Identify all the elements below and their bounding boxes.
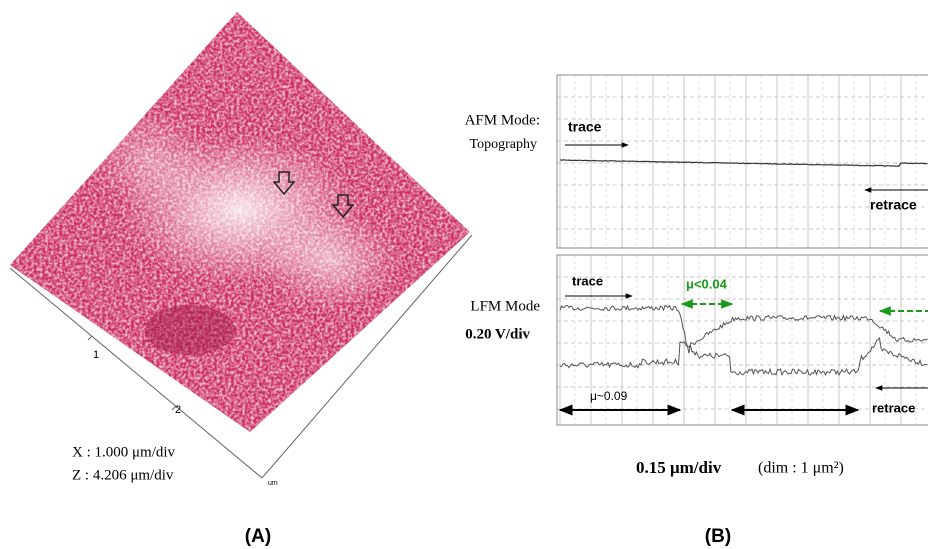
retrace-label: retrace (872, 400, 915, 415)
afm-trace (559, 159, 928, 167)
axis-tick: 2 (175, 404, 181, 416)
afm-mode: AFM Mode: (465, 112, 540, 128)
lfm-scale: 0.20 V/div (465, 326, 530, 342)
afm-image (10, 12, 470, 432)
frame (556, 254, 928, 426)
lfm-mode: LFM Mode (470, 298, 540, 314)
panel-label: (A) (245, 526, 271, 547)
frame (556, 74, 928, 249)
signal-traces (559, 159, 928, 377)
axis-tick: 1 (93, 349, 99, 361)
retrace-label: retrace (870, 197, 917, 213)
x-scale: X : 1.000 μm/div (72, 444, 176, 460)
trace-label: trace (572, 273, 603, 288)
caption-scale: 0.15 μm/div (636, 458, 722, 477)
afm-plot-frame (556, 74, 928, 249)
afm-signal: Topography (470, 137, 537, 152)
high-friction-label: μ~0.09 (590, 389, 628, 403)
panel-label: (B) (705, 526, 731, 547)
caption-dim: (dim : 1 μm²) (758, 460, 844, 477)
lfm-retrace (559, 336, 928, 377)
trace-label: trace (568, 119, 602, 135)
3d-axes (9, 234, 473, 479)
lfm-plot-frame (556, 254, 928, 426)
axis-unit: um (268, 480, 278, 487)
lfm-trace (559, 304, 928, 354)
z-scale: Z : 4.206 μm/div (72, 467, 174, 483)
low-friction-label: μ<0.04 (686, 276, 728, 291)
